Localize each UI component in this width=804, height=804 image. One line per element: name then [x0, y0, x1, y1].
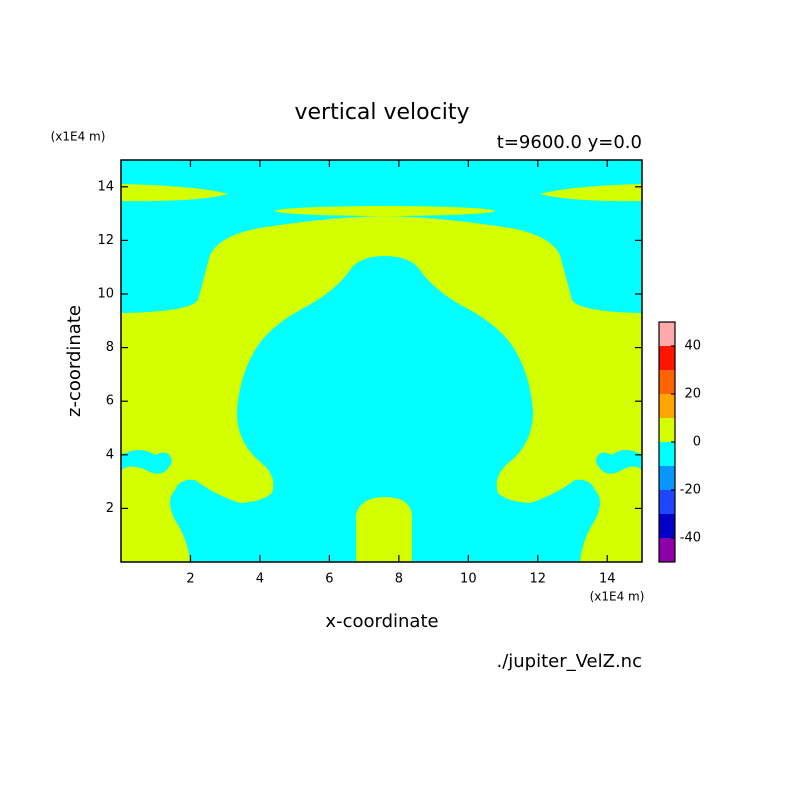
chart-subtitle: t=9600.0 y=0.0 — [497, 132, 642, 153]
y-axis-label: z-coordinate — [64, 305, 85, 417]
negative-region — [121, 450, 172, 474]
positive-region — [540, 184, 642, 202]
y-tick-label: 8 — [106, 340, 114, 355]
x-tick-label: 6 — [325, 572, 333, 587]
colorbar-tick-label: 0 — [693, 435, 701, 450]
colorbar-segment — [659, 322, 675, 346]
contour-field — [121, 160, 642, 562]
positive-region — [121, 184, 228, 202]
x-tick-label: 2 — [186, 572, 194, 587]
y-tick-label: 14 — [97, 179, 114, 194]
colorbar-segment — [659, 514, 675, 538]
negative-region — [596, 450, 642, 474]
y-tick-label: 6 — [106, 394, 114, 409]
colorbar-segment — [659, 442, 675, 466]
colorbar-tick-label: -20 — [680, 483, 701, 498]
positive-region — [275, 206, 495, 216]
colorbar-segment — [659, 538, 675, 562]
x-tick-label: 4 — [256, 572, 264, 587]
x-tick-label: 8 — [395, 572, 403, 587]
colorbar-tick-label: 40 — [684, 339, 701, 354]
colorbar-tick-label: 20 — [684, 387, 701, 402]
colorbar-segment — [659, 370, 675, 394]
y-tick-label: 10 — [97, 287, 114, 302]
x-axis-label: x-coordinate — [325, 611, 438, 632]
x-tick-label: 14 — [599, 572, 616, 587]
y-tick-label: 12 — [97, 233, 114, 248]
x-tick-label: 10 — [460, 572, 477, 587]
colorbar-segment — [659, 490, 675, 514]
positive-region — [356, 497, 412, 562]
negative-region — [170, 256, 600, 562]
colorbar-segment — [659, 466, 675, 490]
colorbar-segment — [659, 418, 675, 442]
y-unit: (x1E4 m) — [51, 130, 106, 144]
x-unit: (x1E4 m) — [590, 590, 645, 604]
y-tick-label: 2 — [106, 501, 114, 516]
colorbar-segment — [659, 346, 675, 370]
x-tick-label: 12 — [530, 572, 547, 587]
colorbar-segment — [659, 394, 675, 418]
chart-title: vertical velocity — [294, 100, 469, 125]
plot-frame — [120, 159, 643, 563]
colorbar-tick-label: -40 — [680, 531, 701, 546]
source-label: ./jupiter_VelZ.nc — [496, 651, 642, 672]
y-tick-label: 4 — [106, 447, 114, 462]
